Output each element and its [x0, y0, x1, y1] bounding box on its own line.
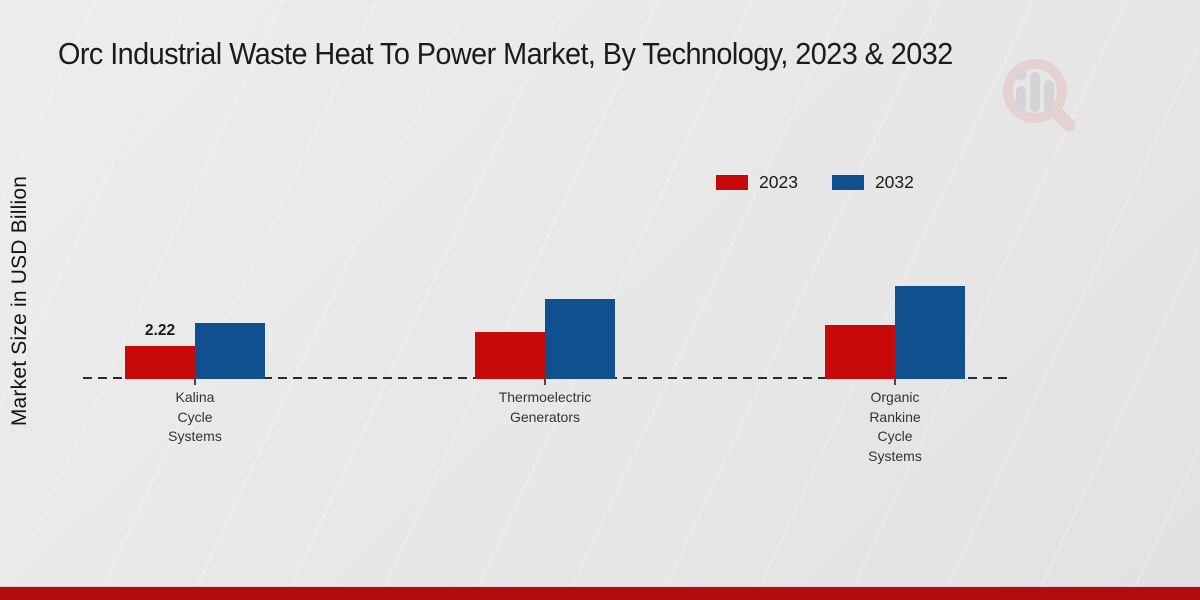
- legend-item-2032: 2032: [831, 172, 914, 193]
- bar-value-label: 2.22: [144, 322, 176, 339]
- bar-2023-category-1: [475, 332, 545, 379]
- x-axis-tick-0: [194, 379, 196, 385]
- legend: 2023 2032: [716, 172, 914, 193]
- legend-label-2032: 2032: [874, 172, 914, 192]
- x-axis-tick-1: [544, 379, 546, 385]
- bar-2032-category-0: [195, 323, 265, 379]
- magnifier-chart-watermark-icon: [1003, 59, 1076, 132]
- legend-item-2023: 2023: [716, 172, 798, 193]
- x-axis-tick-2: [894, 379, 896, 385]
- bar-2023-category-0: [125, 346, 195, 379]
- bar-2023-category-2: [825, 325, 895, 379]
- category-label-2: Organic Rankine Cycle Systems: [868, 389, 922, 464]
- bar-2032-category-1: [545, 299, 615, 379]
- footer-accent-bar: [0, 586, 1200, 600]
- bar-2032-category-2: [895, 286, 965, 379]
- chart-title: Orc Industrial Waste Heat To Power Marke…: [58, 36, 953, 71]
- legend-swatch-2023-icon: [716, 175, 748, 190]
- category-label-0: Kalina Cycle Systems: [168, 389, 222, 444]
- category-label-1: Thermoelectric Generators: [498, 389, 592, 425]
- legend-swatch-2032-icon: [831, 175, 864, 190]
- legend-label-2023: 2023: [759, 172, 798, 192]
